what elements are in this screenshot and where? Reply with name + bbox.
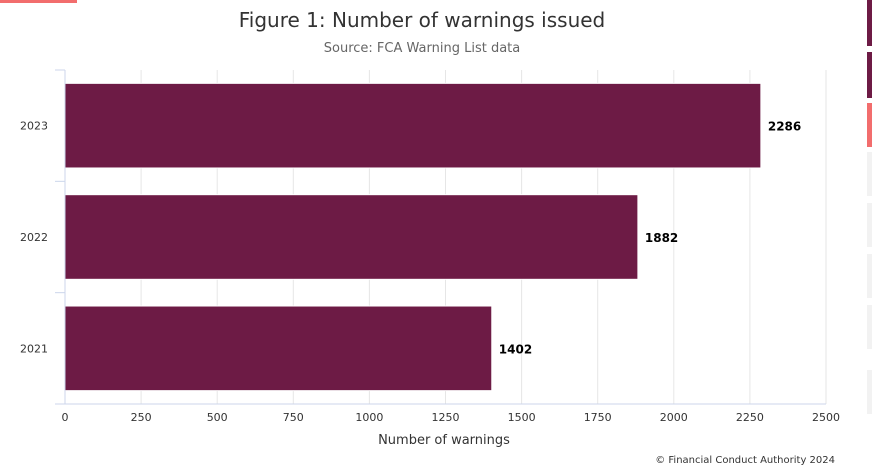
- x-tick-label: 750: [283, 411, 304, 424]
- bar: [64, 194, 639, 280]
- bar: [64, 82, 762, 169]
- x-tick-label: 1250: [432, 411, 460, 424]
- y-axis-labels: 2023 2022 2021: [20, 120, 48, 356]
- x-tick-label: 0: [62, 411, 69, 424]
- edge-tab-7: [867, 305, 872, 349]
- y-category-label: 2022: [20, 231, 48, 244]
- x-tick-label: 1750: [584, 411, 612, 424]
- edge-tab-6: [867, 254, 872, 298]
- data-label: 2286: [768, 120, 801, 134]
- chart-credit: © Financial Conduct Authority 2024: [655, 455, 835, 466]
- x-tick-label: 1000: [355, 411, 383, 424]
- chart-title: Figure 1: Number of warnings issued: [239, 8, 606, 32]
- data-label: 1882: [645, 231, 678, 245]
- edge-tab-8: [867, 370, 872, 414]
- data-labels: 2286 1882 1402: [499, 120, 801, 357]
- edge-tab-5: [867, 203, 872, 247]
- chart-subtitle: Source: FCA Warning List data: [324, 41, 520, 56]
- top-left-accent: [0, 0, 77, 3]
- x-tick-label: 2250: [736, 411, 764, 424]
- x-tick-label: 2000: [660, 411, 688, 424]
- edge-tab-2: [867, 52, 872, 98]
- x-tick-label: 2500: [812, 411, 840, 424]
- edge-tab-1: [867, 0, 872, 46]
- y-category-label: 2023: [20, 120, 48, 133]
- bar: [64, 305, 493, 392]
- x-axis-title: Number of warnings: [378, 433, 510, 448]
- bars: [64, 82, 762, 392]
- x-tick-label: 500: [207, 411, 228, 424]
- edge-tab-4: [867, 152, 872, 196]
- x-tick-label: 1500: [508, 411, 536, 424]
- x-tick-label: 250: [131, 411, 152, 424]
- data-label: 1402: [499, 342, 532, 356]
- x-axis: 0 250 500 750 1000 1250 1500 1750 2000 2250 2500: [55, 69, 840, 424]
- edge-tab-3: [867, 103, 872, 147]
- y-category-label: 2021: [20, 342, 48, 355]
